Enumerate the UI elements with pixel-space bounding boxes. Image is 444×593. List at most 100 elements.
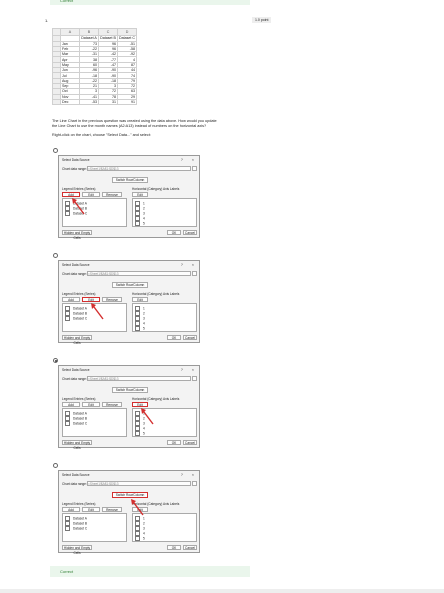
category-item: 4	[135, 426, 145, 431]
series-list: Dataset A Dataset B Dataset C	[62, 408, 127, 437]
cancel-button: Cancel	[183, 230, 197, 235]
edit-button: Edit	[132, 402, 148, 407]
ok-button: OK	[167, 440, 181, 445]
category-item: 1	[135, 201, 145, 206]
checkbox	[135, 201, 140, 206]
pointer-arrow	[141, 408, 154, 425]
series-name: Dataset C	[73, 316, 88, 321]
help: ?	[181, 473, 183, 477]
category-item: 1	[135, 411, 145, 416]
remove-button: Remove	[102, 192, 122, 197]
checkbox	[135, 311, 140, 316]
category-name: 2	[143, 521, 145, 526]
hidden-button: Hidden and Empty Cells	[62, 545, 92, 555]
column-header: D	[117, 27, 137, 37]
remove-button: Remove	[102, 297, 122, 302]
category-name: 3	[143, 211, 145, 216]
series-list: Dataset A Dataset B Dataset C	[62, 198, 127, 227]
checkbox	[135, 306, 140, 311]
radio-button	[53, 463, 58, 468]
radio-button	[53, 253, 58, 258]
checkbox	[135, 211, 140, 216]
checkbox	[65, 416, 70, 421]
edit-button: Edit	[82, 192, 100, 197]
series-item: Dataset C	[65, 421, 87, 426]
edit-button: Edit	[82, 402, 100, 407]
checkbox	[135, 221, 140, 226]
series-list: Dataset A Dataset B Dataset C	[62, 513, 127, 542]
category-item: 1	[135, 306, 145, 311]
corner	[52, 27, 61, 37]
category-item: 5	[135, 221, 145, 226]
category-name: 5	[143, 536, 145, 541]
question-text: The Line Chart in the previous question …	[52, 119, 217, 128]
category-name: 4	[143, 531, 145, 536]
checkbox	[135, 426, 140, 431]
dialog-title: Select Data Source	[62, 158, 90, 162]
series-item: Dataset C	[65, 211, 87, 216]
category-item: 5	[135, 431, 145, 436]
axis-label: Horizontal (Category) Axis Labels	[132, 502, 180, 506]
range-button	[192, 166, 197, 171]
category-name: 3	[143, 316, 145, 321]
series-name: Dataset A	[73, 411, 87, 416]
series-name: Dataset B	[73, 521, 87, 526]
checkbox	[135, 411, 140, 416]
row-number	[52, 98, 61, 106]
add-button: Add	[62, 507, 80, 512]
pointer-arrow	[131, 499, 144, 516]
checkbox	[135, 416, 140, 421]
cell: Dataset C	[117, 35, 137, 42]
series-item: Dataset A	[65, 411, 87, 416]
legend-label: Legend Entries (Series)	[62, 187, 96, 191]
axis-label: Horizontal (Category) Axis Labels	[132, 397, 180, 401]
category-name: 4	[143, 321, 145, 326]
option[interactable]: Select Data Source? × Chart data range: =Sh…	[52, 463, 202, 555]
range-label: Chart data range:	[62, 167, 87, 171]
category-name: 2	[143, 311, 145, 316]
feedback-top: Correct	[50, 0, 250, 5]
category-item: 2	[135, 521, 145, 526]
checkbox	[65, 306, 70, 311]
cancel-button: Cancel	[183, 440, 197, 445]
question-number: 1.	[45, 18, 49, 23]
row: Sep 21 3 72	[52, 82, 137, 90]
option[interactable]: Select Data Source? × Chart data range: =Sh…	[52, 253, 202, 345]
add-button: Add	[62, 402, 80, 407]
help: ?	[181, 368, 183, 372]
dialog: Select Data Source? × Chart data range: =Sh…	[58, 470, 200, 555]
category-item: 3	[135, 316, 145, 321]
axis-label: Horizontal (Category) Axis Labels	[132, 187, 180, 191]
category-name: 1	[143, 201, 145, 206]
legend-label: Legend Entries (Series)	[62, 397, 96, 401]
series-name: Dataset A	[73, 201, 87, 206]
legend-label: Legend Entries (Series)	[62, 292, 96, 296]
feedback-bottom: Correct	[50, 566, 250, 577]
option[interactable]: Select Data Source? × Chart data range: =Sh…	[52, 358, 202, 450]
series-name: Dataset A	[73, 306, 87, 311]
option[interactable]: Select Data Source? × Chart data range: =Sh…	[52, 148, 202, 240]
points: 1.0 point	[252, 17, 272, 23]
legend-label: Legend Entries (Series)	[62, 502, 96, 506]
axis-label: Horizontal (Category) Axis Labels	[132, 292, 180, 296]
close: ×	[192, 368, 194, 372]
pointer-arrow	[72, 198, 85, 215]
add-button: Add	[62, 297, 80, 302]
dialog: Select Data Source? × Chart data range: =Sh…	[58, 155, 200, 240]
checkbox	[135, 516, 140, 521]
instruction: Right-click on the chart, choose "Select…	[52, 133, 151, 137]
category-item: 4	[135, 216, 145, 221]
series-item: Dataset B	[65, 416, 87, 421]
help: ?	[181, 263, 183, 267]
edit-button: Edit	[82, 297, 100, 302]
range-label: Chart data range:	[62, 272, 87, 276]
category-name: 4	[143, 216, 145, 221]
series-name: Dataset B	[73, 311, 87, 316]
range-input: =Sheet1!$A$1:$D$13	[87, 271, 191, 276]
remove-button: Remove	[102, 402, 122, 407]
series-name: Dataset C	[73, 526, 88, 531]
column-header: B	[79, 27, 99, 37]
checkbox	[135, 521, 140, 526]
hidden-button: Hidden and Empty Cells	[62, 230, 92, 240]
category-name: 1	[143, 306, 145, 311]
